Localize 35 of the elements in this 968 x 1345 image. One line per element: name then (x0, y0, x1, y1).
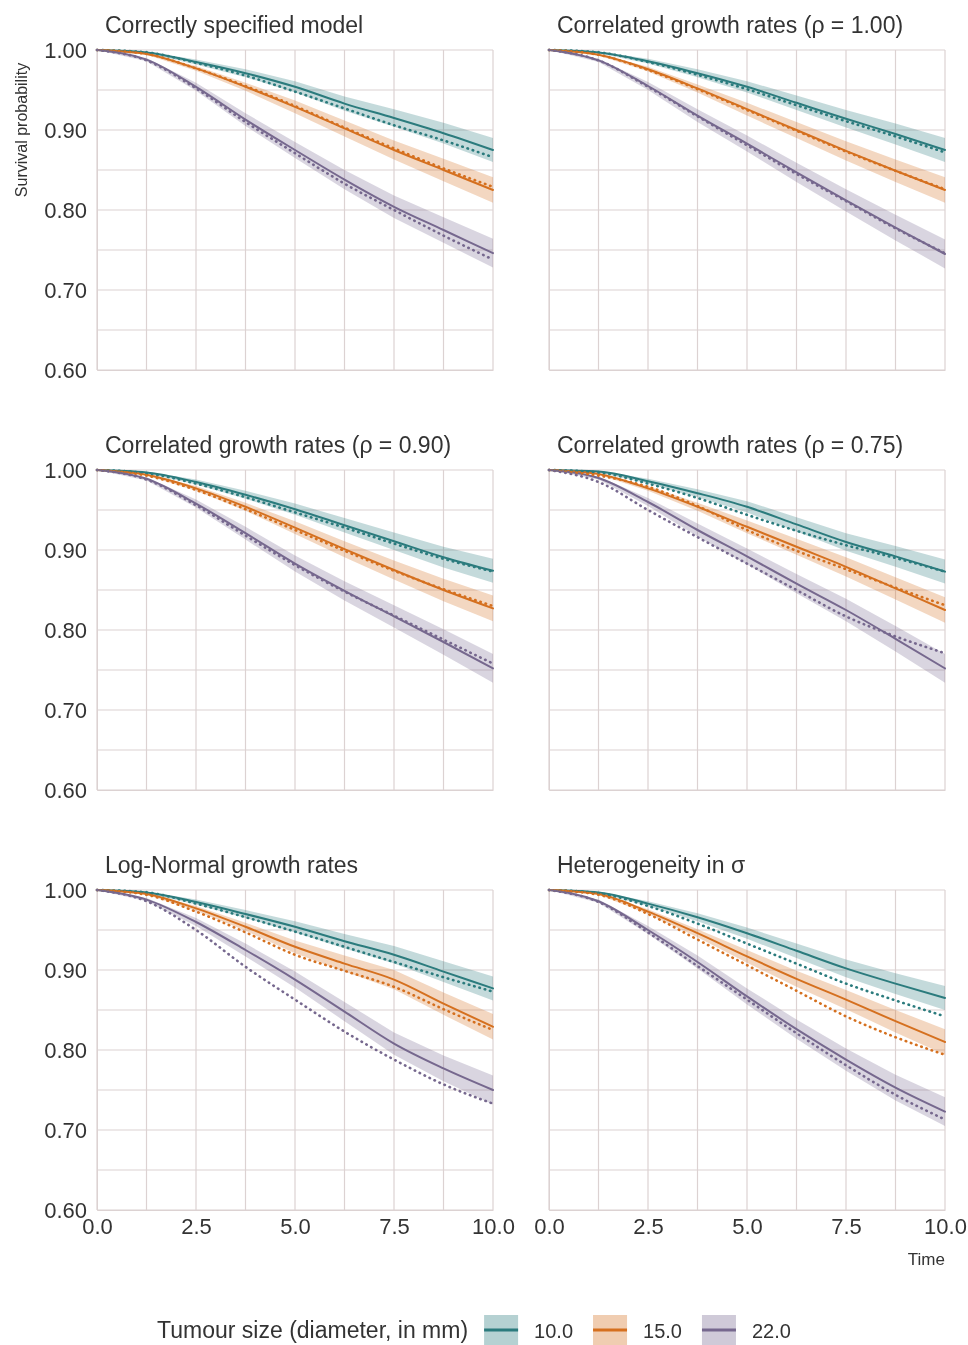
legend-label: 15.0 (643, 1320, 682, 1342)
chart-title: Correctly specified model (105, 12, 364, 38)
chart-title: Log-Normal growth rates (105, 852, 359, 878)
chart-title: Heterogeneity in σ (557, 852, 746, 878)
y-tick-label: 0.70 (44, 1117, 87, 1143)
x-tick-label: 2.5 (633, 1213, 664, 1239)
y-tick-label: 0.60 (44, 357, 87, 383)
x-tick-label: 5.0 (280, 1213, 311, 1239)
chart-title: Correlated growth rates (ρ = 1.00) (557, 12, 904, 38)
x-tick-label: 5.0 (732, 1213, 763, 1239)
x-tick-label: 10.0 (472, 1213, 515, 1239)
x-axis-title: Time (907, 1250, 945, 1269)
legend-label: 22.0 (751, 1320, 791, 1342)
x-tick-label: 10.0 (924, 1213, 967, 1239)
y-tick-label: 0.80 (44, 197, 87, 223)
chart-title: Correlated growth rates (ρ = 0.75) (557, 432, 904, 458)
legend-title: Tumour size (diameter, in mm) (157, 1317, 469, 1343)
y-tick-label: 0.70 (44, 277, 87, 303)
y-tick-label: 1.00 (44, 37, 87, 63)
y-tick-label: 0.80 (44, 1037, 87, 1063)
x-tick-label: 0.0 (534, 1213, 565, 1239)
x-tick-label: 2.5 (181, 1213, 212, 1239)
y-tick-label: 1.00 (44, 457, 87, 483)
chart-title: Correlated growth rates (ρ = 0.90) (105, 432, 452, 458)
y-tick-label: 0.90 (44, 957, 87, 983)
y-tick-label: 1.00 (44, 877, 87, 903)
y-tick-label: 0.70 (44, 697, 87, 723)
y-tick-label: 0.90 (44, 117, 87, 143)
x-tick-label: 7.5 (831, 1213, 862, 1239)
y-tick-label: 0.60 (44, 777, 87, 803)
y-tick-label: 0.90 (44, 537, 87, 563)
legend-label: 10.0 (534, 1320, 574, 1342)
y-axis-title: Survival probability (13, 62, 30, 198)
y-tick-label: 0.80 (44, 617, 87, 643)
x-tick-label: 7.5 (379, 1213, 410, 1239)
